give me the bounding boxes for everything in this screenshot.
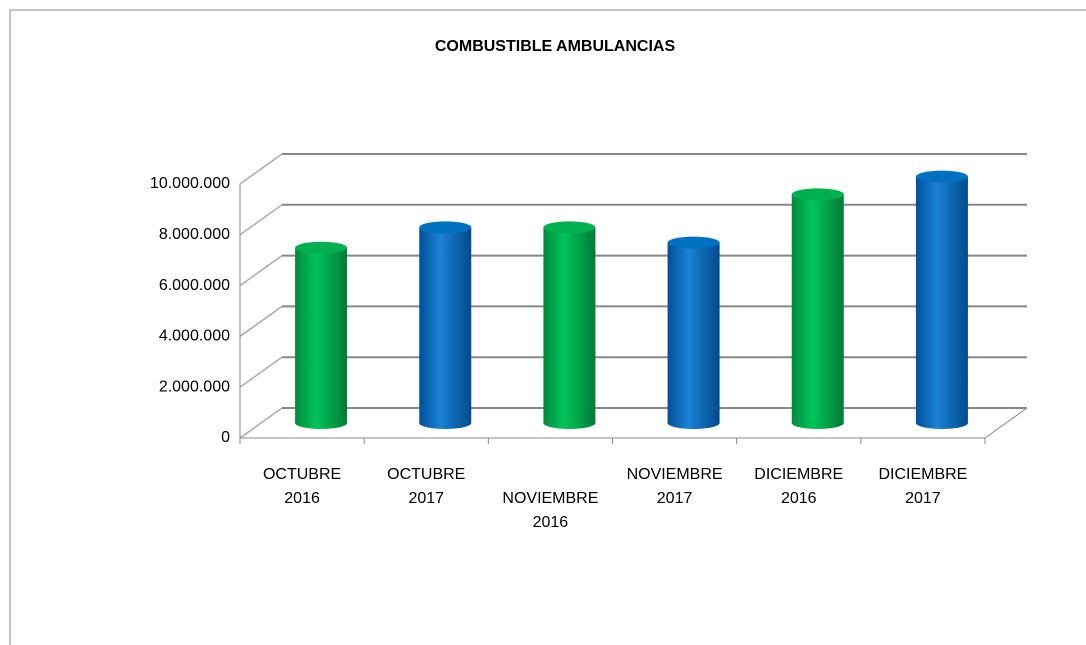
x-tick-label: OCTUBRE 2017 xyxy=(387,466,466,507)
bar-top xyxy=(419,221,472,234)
x-tick-label: DICIEMBRE 2016 xyxy=(754,466,844,507)
floor-side xyxy=(984,407,1028,439)
y-tick-label: 6.000.000 xyxy=(159,277,230,294)
y-tick-label: 10.000.000 xyxy=(150,175,230,192)
bar xyxy=(667,242,720,429)
y-tick-label: 8.000.000 xyxy=(159,226,230,243)
grid-line-side xyxy=(239,356,283,388)
chart-frame xyxy=(9,9,1086,645)
bar-top xyxy=(791,188,844,201)
bar xyxy=(543,227,596,429)
grid-line-side xyxy=(239,153,283,185)
grid-line-side xyxy=(239,407,283,439)
bar-top xyxy=(543,221,596,234)
x-tick-label: OCTUBRE 2016 xyxy=(262,466,342,507)
y-tick-label: 4.000.000 xyxy=(159,328,230,345)
bar xyxy=(915,176,968,429)
bar xyxy=(295,247,348,429)
grid-line-side xyxy=(239,305,283,338)
x-tick-label: DICIEMBRE 2017 xyxy=(878,466,968,507)
grid-line-side xyxy=(239,204,283,236)
chart-title: COMBUSTIBLE AMBULANCIAS xyxy=(435,38,676,55)
bar-top xyxy=(295,241,348,254)
bar-top xyxy=(915,170,968,183)
x-tick-label: NOVIEMBRE 2017 xyxy=(626,466,723,507)
bar xyxy=(791,194,844,429)
y-tick-label: 0 xyxy=(221,429,230,446)
bar-top xyxy=(667,236,720,249)
grid-line-side xyxy=(239,254,283,287)
bar xyxy=(419,227,472,429)
y-tick-label: 2.000.000 xyxy=(159,378,230,395)
x-tick-label: NOVIEMBRE 2016 xyxy=(502,490,599,531)
